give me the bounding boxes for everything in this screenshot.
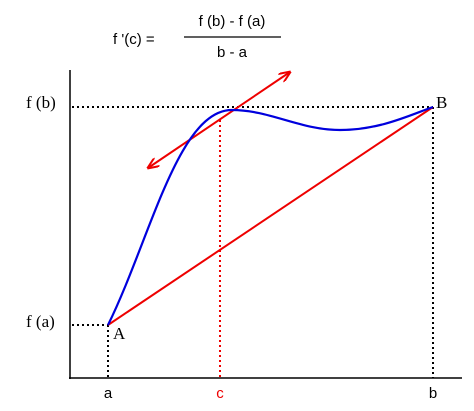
guides [72, 106, 434, 378]
point-a: A [113, 324, 126, 343]
formula-lhs: f '(c) = [113, 31, 155, 48]
point-b: B [436, 93, 447, 112]
x-label-b: b [429, 385, 437, 402]
x-label-a: a [104, 385, 113, 402]
tangent-line [148, 72, 290, 168]
formula-denominator: b - a [217, 44, 248, 61]
x-label-c: c [216, 385, 224, 402]
label-fa: f (a) [26, 312, 55, 331]
secant-line [107, 106, 434, 326]
function-curve [107, 105, 434, 326]
label-fb: f (b) [26, 93, 56, 112]
formula-numerator: f (b) - f (a) [199, 13, 266, 30]
